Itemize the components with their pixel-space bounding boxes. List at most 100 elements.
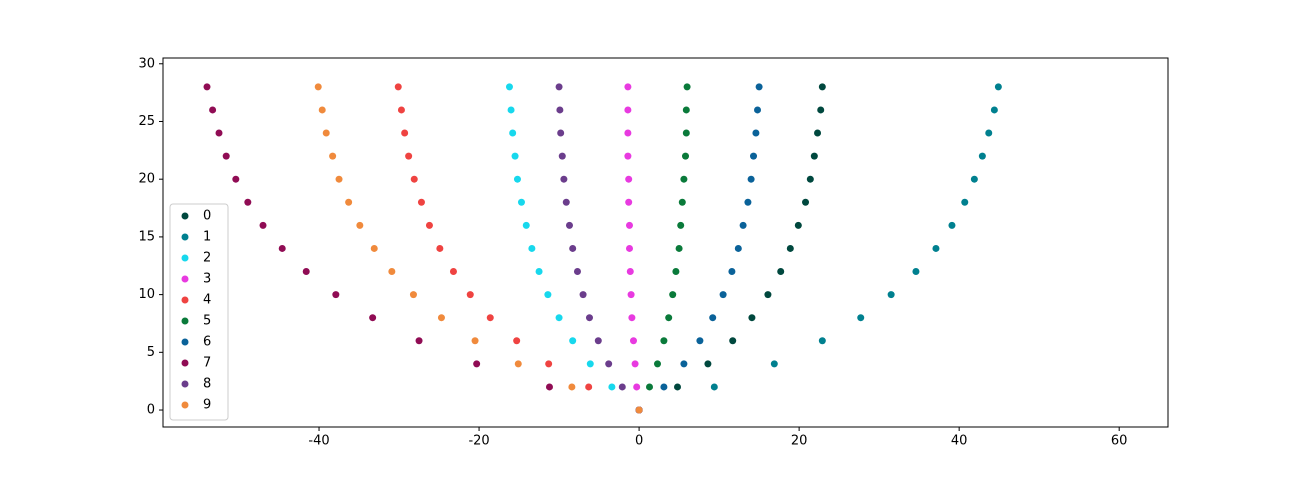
scatter-point xyxy=(322,129,330,137)
scatter-point xyxy=(961,198,969,206)
x-tick-label: 20 xyxy=(791,434,808,449)
scatter-point xyxy=(625,244,633,252)
scatter-point xyxy=(560,175,568,183)
scatter-point xyxy=(739,221,747,229)
scatter-point xyxy=(278,244,286,252)
scatter-point xyxy=(569,337,577,345)
scatter-point xyxy=(755,83,763,91)
scatter-point xyxy=(794,221,802,229)
scatter-point xyxy=(513,337,521,345)
scatter-point xyxy=(415,337,423,345)
scatter-point xyxy=(522,221,530,229)
scatter-point xyxy=(203,83,211,91)
scatter-point xyxy=(682,106,690,114)
legend-label: 1 xyxy=(203,230,211,245)
y-tick-label: 5 xyxy=(147,345,155,360)
scatter-point xyxy=(545,360,553,368)
scatter-point xyxy=(585,383,593,391)
scatter-point xyxy=(244,198,252,206)
scatter-point xyxy=(544,291,552,299)
scatter-point xyxy=(222,152,230,160)
scatter-point xyxy=(449,268,457,276)
scatter-point xyxy=(555,314,563,322)
legend-label: 0 xyxy=(203,209,211,224)
scatter-point xyxy=(585,314,593,322)
scatter-point xyxy=(810,152,818,160)
legend-label: 9 xyxy=(203,398,211,413)
scatter-point xyxy=(215,129,223,137)
scatter-point xyxy=(209,106,217,114)
scatter-point xyxy=(471,337,479,345)
scatter-point xyxy=(486,314,494,322)
scatter-point xyxy=(817,106,825,114)
scatter-point xyxy=(232,175,240,183)
scatter-point xyxy=(747,175,755,183)
y-tick-label: 30 xyxy=(138,56,155,71)
x-tick-label: -40 xyxy=(308,434,329,449)
legend-marker xyxy=(181,254,189,262)
scatter-point xyxy=(388,268,396,276)
legend-marker xyxy=(181,380,189,388)
legend-label: 4 xyxy=(203,293,211,308)
scatter-point xyxy=(734,244,742,252)
scatter-point xyxy=(528,244,536,252)
scatter-point xyxy=(680,360,688,368)
scatter-point xyxy=(565,221,573,229)
scatter-point xyxy=(674,383,682,391)
y-tick-label: 25 xyxy=(138,114,155,129)
scatter-point xyxy=(645,383,653,391)
scatter-point xyxy=(624,129,632,137)
scatter-point xyxy=(557,129,565,137)
scatter-point xyxy=(417,198,425,206)
scatter-point xyxy=(682,129,690,137)
y-tick-label: 10 xyxy=(138,287,155,302)
scatter-point xyxy=(744,198,752,206)
scatter-point xyxy=(556,106,564,114)
scatter-point xyxy=(633,383,641,391)
scatter-point xyxy=(605,360,613,368)
scatter-point xyxy=(329,152,337,160)
scatter-point xyxy=(545,383,553,391)
scatter-point xyxy=(356,221,364,229)
y-tick-label: 20 xyxy=(138,172,155,187)
scatter-point xyxy=(653,360,661,368)
scatter-point xyxy=(629,337,637,345)
scatter-point xyxy=(628,314,636,322)
scatter-point xyxy=(573,268,581,276)
scatter-point xyxy=(709,314,717,322)
legend-marker xyxy=(181,296,189,304)
x-tick-label: 40 xyxy=(951,434,968,449)
scatter-point xyxy=(473,360,481,368)
scatter-point xyxy=(625,175,633,183)
legend-label: 7 xyxy=(203,356,211,371)
scatter-point xyxy=(517,198,525,206)
scatter-point xyxy=(568,383,576,391)
scatter-point xyxy=(704,360,712,368)
scatter-point xyxy=(683,83,691,91)
scatter-point xyxy=(314,83,322,91)
legend-marker xyxy=(181,338,189,346)
scatter-point xyxy=(680,175,688,183)
scatter-point xyxy=(318,106,326,114)
scatter-point xyxy=(764,291,772,299)
scatter-point xyxy=(345,198,353,206)
scatter-point xyxy=(675,244,683,252)
scatter-point xyxy=(990,106,998,114)
y-tick-label: 15 xyxy=(138,229,155,244)
legend-marker xyxy=(181,233,189,241)
scatter-point xyxy=(729,337,737,345)
scatter-point xyxy=(814,129,822,137)
y-tick-label: 0 xyxy=(147,403,155,418)
scatter-point xyxy=(626,268,634,276)
scatter-point xyxy=(719,291,727,299)
scatter-point xyxy=(405,152,413,160)
scatter-point xyxy=(409,291,417,299)
scatter-point xyxy=(625,221,633,229)
scatter-point xyxy=(370,244,378,252)
scatter-point xyxy=(752,129,760,137)
scatter-point xyxy=(631,360,639,368)
scatter-point xyxy=(665,314,673,322)
scatter-point xyxy=(302,268,310,276)
scatter-point xyxy=(806,175,814,183)
scatter-point xyxy=(558,152,566,160)
